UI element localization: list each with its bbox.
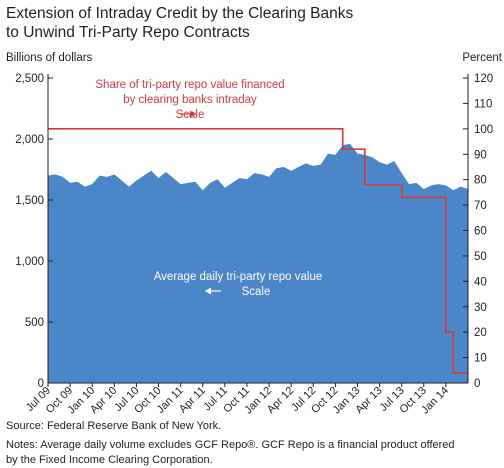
right-tick-label: 10 [474, 353, 487, 365]
share-financed-line-layer [48, 128, 468, 374]
plot-frame [47, 74, 469, 384]
right-tick-label: 60 [474, 226, 487, 238]
right-tick-label: 70 [474, 200, 487, 212]
average-scale-arrow-head [205, 287, 211, 295]
right-tick-label: 100 [474, 124, 493, 136]
left-tick-label: 2,000 [15, 134, 44, 146]
share-annotation-line1: Share of tri-party repo value financed [95, 79, 284, 91]
average-annotation: Average daily tri-party repo value Scale [154, 271, 323, 298]
right-tick-label: 20 [474, 327, 487, 339]
share-annotation: Share of tri-party repo value financed b… [56, 74, 330, 124]
left-tick-label: 2,500 [15, 73, 44, 85]
right-axis-title: Percent [462, 52, 502, 64]
right-tick-label: 120 [474, 73, 493, 85]
right-tick-label: 0 [474, 378, 480, 390]
right-tick-label: 80 [474, 175, 487, 187]
right-axis-ticks: 0 10 20 30 40 50 60 70 80 90 100 110 120 [463, 73, 493, 390]
chart-title-line2: to Unwind Tri-Party Repo Contracts [6, 24, 250, 41]
left-tick-label: 0 [38, 378, 44, 390]
right-tick-label: 50 [474, 251, 487, 263]
left-axis-title: Billions of dollars [6, 52, 93, 64]
average-annotation-line2: Scale [242, 286, 271, 298]
share-financed-line [48, 128, 468, 374]
share-annotation-line2: by clearing banks intraday [123, 94, 257, 106]
left-axis-ticks: 0 500 1,000 1,500 2,000 2,500 [15, 73, 53, 390]
chart-title-line1: Extension of Intraday Credit by the Clea… [6, 5, 353, 22]
repo-value-area [48, 143, 468, 383]
left-tick-label: 1,500 [15, 195, 44, 207]
share-scale-arrow-head [190, 110, 196, 118]
right-tick-label: 110 [474, 98, 492, 110]
right-tick-label: 90 [474, 149, 487, 161]
right-tick-label: 40 [474, 276, 487, 288]
right-tick-label: 30 [474, 302, 487, 314]
average-annotation-line1: Average daily tri-party repo value [154, 271, 323, 283]
notes-line1: Notes: Average daily volume excludes GCF… [6, 439, 455, 451]
notes-line2: by the Fixed Income Clearing Corporation… [6, 454, 213, 466]
left-tick-label: 1,000 [15, 256, 44, 268]
left-tick-label: 500 [25, 317, 44, 329]
source-note: Source: Federal Reserve Bank of New York… [6, 420, 221, 432]
repo-value-area-layer [48, 143, 468, 383]
